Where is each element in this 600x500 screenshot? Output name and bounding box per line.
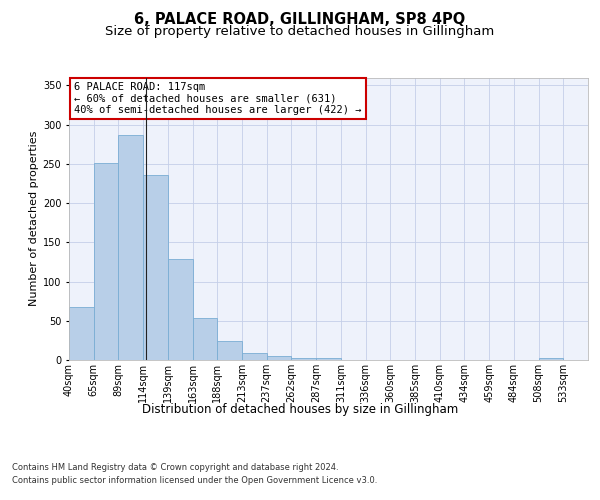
Bar: [94, 163, 118, 360]
Bar: [118, 135, 143, 360]
Y-axis label: Number of detached properties: Number of detached properties: [29, 131, 38, 306]
Bar: [143, 175, 168, 360]
Text: 6, PALACE ROAD, GILLINGHAM, SP8 4PQ: 6, PALACE ROAD, GILLINGHAM, SP8 4PQ: [134, 12, 466, 28]
Text: Distribution of detached houses by size in Gillingham: Distribution of detached houses by size …: [142, 402, 458, 415]
Bar: [193, 318, 217, 360]
Bar: [316, 358, 341, 360]
Text: Contains public sector information licensed under the Open Government Licence v3: Contains public sector information licen…: [12, 476, 377, 485]
Text: Contains HM Land Registry data © Crown copyright and database right 2024.: Contains HM Land Registry data © Crown c…: [12, 462, 338, 471]
Text: Size of property relative to detached houses in Gillingham: Size of property relative to detached ho…: [106, 25, 494, 38]
Bar: [242, 353, 267, 360]
Bar: [292, 358, 316, 360]
Bar: [69, 306, 94, 360]
Bar: [217, 341, 242, 360]
Text: 6 PALACE ROAD: 117sqm
← 60% of detached houses are smaller (631)
40% of semi-det: 6 PALACE ROAD: 117sqm ← 60% of detached …: [74, 82, 362, 115]
Bar: [168, 259, 193, 360]
Bar: [539, 358, 563, 360]
Bar: [267, 356, 292, 360]
